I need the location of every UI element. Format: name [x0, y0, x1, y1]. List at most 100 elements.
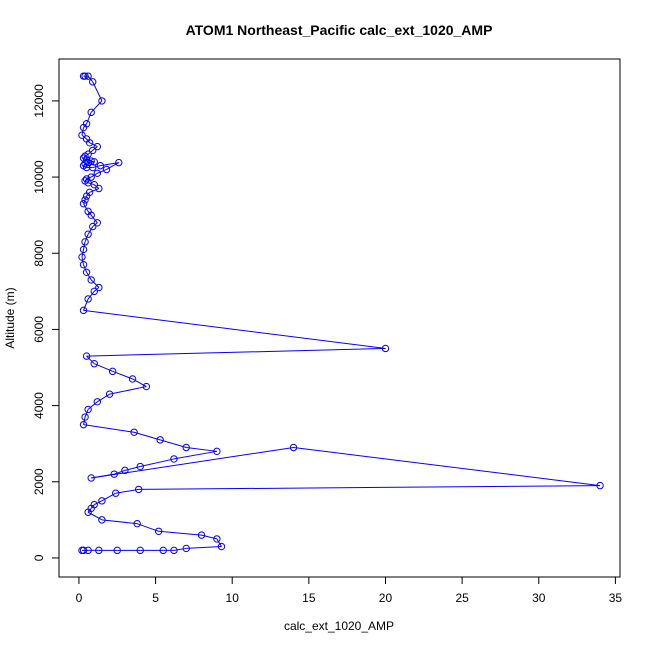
data-point: [90, 180, 98, 189]
x-tick-label: 15: [302, 591, 316, 605]
data-point: [93, 398, 102, 406]
data-point: [197, 531, 206, 539]
x-tick-label: 10: [226, 591, 240, 605]
data-point: [596, 481, 604, 490]
data-point: [78, 131, 86, 139]
data-point: [108, 367, 117, 376]
series-line-segment: [87, 508, 92, 513]
data-point: [84, 295, 92, 303]
series-line-segment: [293, 447, 601, 487]
data-point: [93, 169, 102, 177]
y-tick-label: 4000: [32, 392, 46, 419]
data-point: [87, 276, 95, 284]
y-tick-label: 8000: [32, 240, 46, 267]
data-point: [89, 146, 97, 155]
series-line-segment: [201, 534, 217, 540]
series-line-segment: [97, 393, 110, 403]
chart-title: ATOM1 Northeast_Pacific calc_ext_1020_AM…: [186, 22, 493, 38]
series-line-segment: [86, 112, 92, 124]
data-point: [170, 455, 178, 463]
series-line-segment: [84, 234, 89, 243]
data-point: [156, 436, 164, 444]
series-line-segment: [83, 298, 89, 311]
y-tick-label: 6000: [32, 316, 46, 343]
series-line-segment: [158, 530, 202, 536]
data-point: [84, 72, 92, 80]
series-line-segment: [133, 431, 161, 441]
data-point: [89, 222, 97, 231]
data-point: [113, 546, 121, 555]
data-point: [79, 245, 88, 254]
series-line-segment: [94, 500, 103, 506]
data-point: [79, 260, 88, 269]
data-point: [182, 443, 190, 452]
data-point: [89, 163, 97, 172]
series-line-segment: [114, 469, 126, 475]
series-line-segment: [160, 439, 187, 448]
series-line-segment: [124, 466, 141, 471]
data-point: [289, 443, 298, 452]
series-line-segment: [109, 386, 147, 395]
series-line-segment: [83, 424, 135, 433]
x-axis-label: calc_ext_1020_AMP: [284, 619, 394, 633]
data-point: [79, 306, 88, 315]
data-point: [213, 447, 221, 456]
data-point: [82, 175, 91, 183]
data-point: [95, 283, 103, 292]
series-line-segment: [101, 492, 116, 502]
data-point: [87, 211, 95, 219]
series-line-segment: [83, 416, 86, 425]
series-line-segment: [83, 264, 88, 273]
data-point: [78, 546, 86, 555]
y-tick-label: 10000: [32, 160, 46, 194]
series-line-segment: [84, 409, 89, 418]
x-tick-label: 5: [152, 591, 159, 605]
series-line-segment: [132, 378, 147, 387]
data-point: [115, 158, 123, 167]
data-point: [102, 165, 111, 174]
data-point: [90, 360, 98, 368]
data-point: [89, 78, 97, 86]
data-point: [82, 352, 91, 360]
series-line-segment: [186, 447, 217, 452]
y-tick-label: 0: [32, 554, 46, 561]
y-axis: 0 2000 4000 6000 8000 10000 12000: [32, 84, 60, 561]
series-line-segment: [115, 488, 139, 494]
series-line-segment: [83, 203, 89, 212]
data-point: [82, 192, 91, 200]
y-tick-label: 12000: [32, 84, 46, 118]
series-line-segment: [90, 279, 100, 288]
data-point: [79, 200, 88, 208]
data-point: [159, 546, 167, 555]
series-line-segment: [87, 401, 98, 410]
x-tick-label: 35: [609, 591, 623, 605]
data-point: [213, 535, 221, 543]
data-point: [136, 462, 144, 471]
data-point: [81, 72, 89, 80]
data-point: [136, 546, 144, 555]
data-point: [130, 428, 138, 436]
data-point: [96, 161, 105, 170]
data-point: [84, 508, 92, 516]
data-point: [84, 230, 92, 238]
series-line-segment: [138, 485, 601, 490]
x-tick-label: 0: [76, 591, 83, 605]
series-line-segment: [87, 226, 94, 235]
x-tick-label: 20: [379, 591, 393, 605]
data-point: [81, 160, 89, 168]
data-point: [170, 546, 178, 555]
data-point: [87, 108, 95, 117]
data-point: [81, 413, 89, 421]
series-line-segment: [140, 458, 175, 468]
data-point: [82, 268, 91, 276]
series-line-segment: [86, 347, 386, 357]
series-line-segment: [173, 547, 187, 551]
data-point: [154, 527, 163, 535]
series-line-segment: [97, 168, 107, 174]
data-point: [105, 390, 114, 398]
series-line-segment: [81, 127, 85, 136]
data-point: [121, 466, 129, 475]
x-axis: 0 5 10 15 20 25 30 35: [76, 576, 623, 605]
series-line-segment: [106, 162, 120, 170]
